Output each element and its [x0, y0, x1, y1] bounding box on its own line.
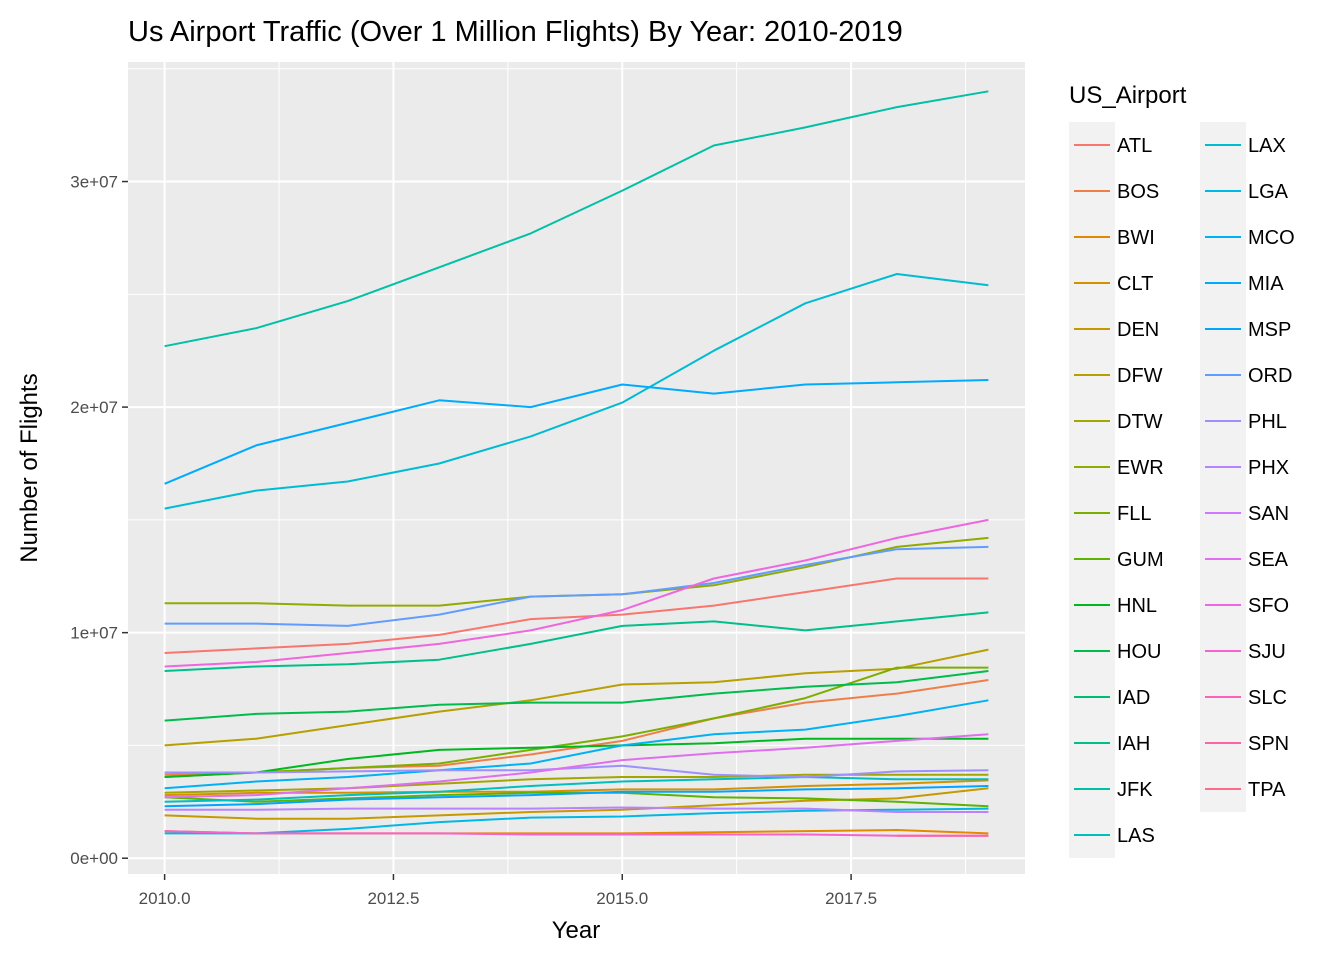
legend-label-hou: HOU — [1117, 641, 1161, 663]
legend-label-dfw: DFW — [1117, 365, 1163, 387]
series-line-sfo — [164, 518, 989, 668]
legend-label-fll: FLL — [1117, 503, 1151, 525]
x-tick-label: 2010.0 — [139, 889, 191, 908]
series-line-msp — [164, 785, 989, 808]
series-line-dfw — [164, 648, 989, 747]
series-line-lax — [164, 273, 989, 510]
series-line-ord — [164, 545, 989, 627]
legend-label-lga: LGA — [1248, 181, 1289, 203]
y-tick-label: 1e+07 — [70, 624, 118, 643]
legend-label-clt: CLT — [1117, 273, 1153, 295]
legend-label-phl: PHL — [1248, 411, 1287, 433]
series-line-jfk — [164, 90, 989, 348]
series-line-sju — [164, 830, 989, 837]
legend-label-las: LAS — [1117, 825, 1155, 847]
series-line-phx — [164, 806, 989, 813]
legend-label-sju: SJU — [1248, 641, 1286, 663]
series-line-hnl — [164, 737, 989, 778]
series-line-las — [164, 776, 989, 803]
y-axis-title: Number of Flights — [16, 373, 43, 562]
x-tick-label: 2017.5 — [825, 889, 877, 908]
legend-label-tpa: TPA — [1248, 779, 1286, 801]
series-line-iah — [164, 611, 989, 672]
legend-label-bos: BOS — [1117, 181, 1159, 203]
legend-title: US_Airport — [1069, 82, 1187, 109]
series-line-atl — [164, 577, 989, 654]
legend-label-lax: LAX — [1248, 135, 1286, 157]
minor-gridlines — [128, 62, 1025, 874]
legend-label-hnl: HNL — [1117, 595, 1157, 617]
legend-label-sfo: SFO — [1248, 595, 1289, 617]
legend-label-spn: SPN — [1248, 733, 1289, 755]
legend-label-phx: PHX — [1248, 457, 1289, 479]
series-line-clt — [164, 779, 989, 797]
y-tick-label: 2e+07 — [70, 398, 118, 417]
legend: US_Airport ATL BOS BWI CLT DEN DFW DTW EWR FLL GU… — [1069, 82, 1295, 858]
chart-title: Us Airport Traffic (Over 1 Million Fligh… — [128, 16, 903, 48]
legend-label-slc: SLC — [1248, 687, 1287, 709]
legend-label-msp: MSP — [1248, 319, 1291, 341]
series-line-mco — [164, 699, 989, 790]
y-tick-label: 3e+07 — [70, 173, 118, 192]
x-tick-label: 2015.0 — [596, 889, 648, 908]
legend-label-ord: ORD — [1248, 365, 1292, 387]
legend-label-mco: MCO — [1248, 227, 1295, 249]
series-line-phl — [164, 764, 989, 778]
y-axis: 0e+00 1e+07 2e+07 3e+07 — [70, 173, 128, 868]
series-line-mia — [164, 379, 989, 485]
legend-label-iah: IAH — [1117, 733, 1150, 755]
x-axis-title: Year — [552, 917, 601, 944]
plot-panel — [128, 62, 1025, 874]
legend-label-mia: MIA — [1248, 273, 1284, 295]
series-lines — [164, 90, 989, 837]
major-gridlines — [128, 62, 1025, 874]
legend-label-sea: SEA — [1248, 549, 1289, 571]
legend-label-san: SAN — [1248, 503, 1289, 525]
x-tick-label: 2012.5 — [367, 889, 419, 908]
legend-label-bwi: BWI — [1117, 227, 1155, 249]
series-line-hou — [164, 670, 989, 722]
x-axis: 2010.0 2012.5 2015.0 2017.5 — [139, 874, 877, 908]
series-line-fll — [164, 666, 989, 778]
y-tick-label: 0e+00 — [70, 849, 118, 868]
legend-label-jfk: JFK — [1117, 779, 1153, 801]
legend-label-dtw: DTW — [1117, 411, 1163, 433]
legend-label-den: DEN — [1117, 319, 1159, 341]
legend-label-iad: IAD — [1117, 687, 1150, 709]
series-line-sea — [164, 733, 989, 799]
legend-label-gum: GUM — [1117, 549, 1164, 571]
legend-label-atl: ATL — [1117, 135, 1152, 157]
legend-key-background — [1069, 122, 1115, 858]
legend-label-ewr: EWR — [1117, 457, 1164, 479]
